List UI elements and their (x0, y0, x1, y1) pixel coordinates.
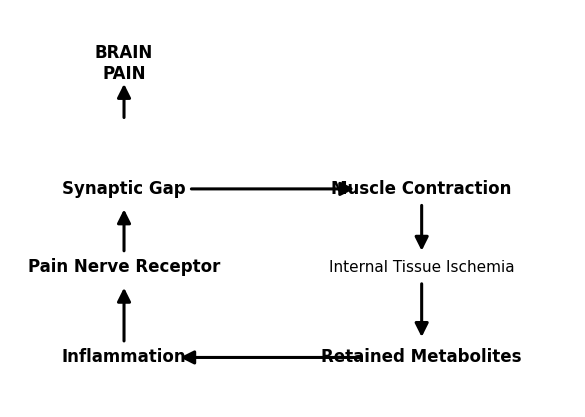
Text: Inflammation: Inflammation (61, 349, 187, 367)
Text: BRAIN
PAIN: BRAIN PAIN (95, 44, 153, 83)
Text: Pain Nerve Receptor: Pain Nerve Receptor (28, 258, 220, 276)
Text: Muscle Contraction: Muscle Contraction (332, 180, 512, 198)
Text: Internal Tissue Ischemia: Internal Tissue Ischemia (329, 260, 514, 275)
Text: Synaptic Gap: Synaptic Gap (62, 180, 186, 198)
Text: Retained Metabolites: Retained Metabolites (321, 349, 522, 367)
